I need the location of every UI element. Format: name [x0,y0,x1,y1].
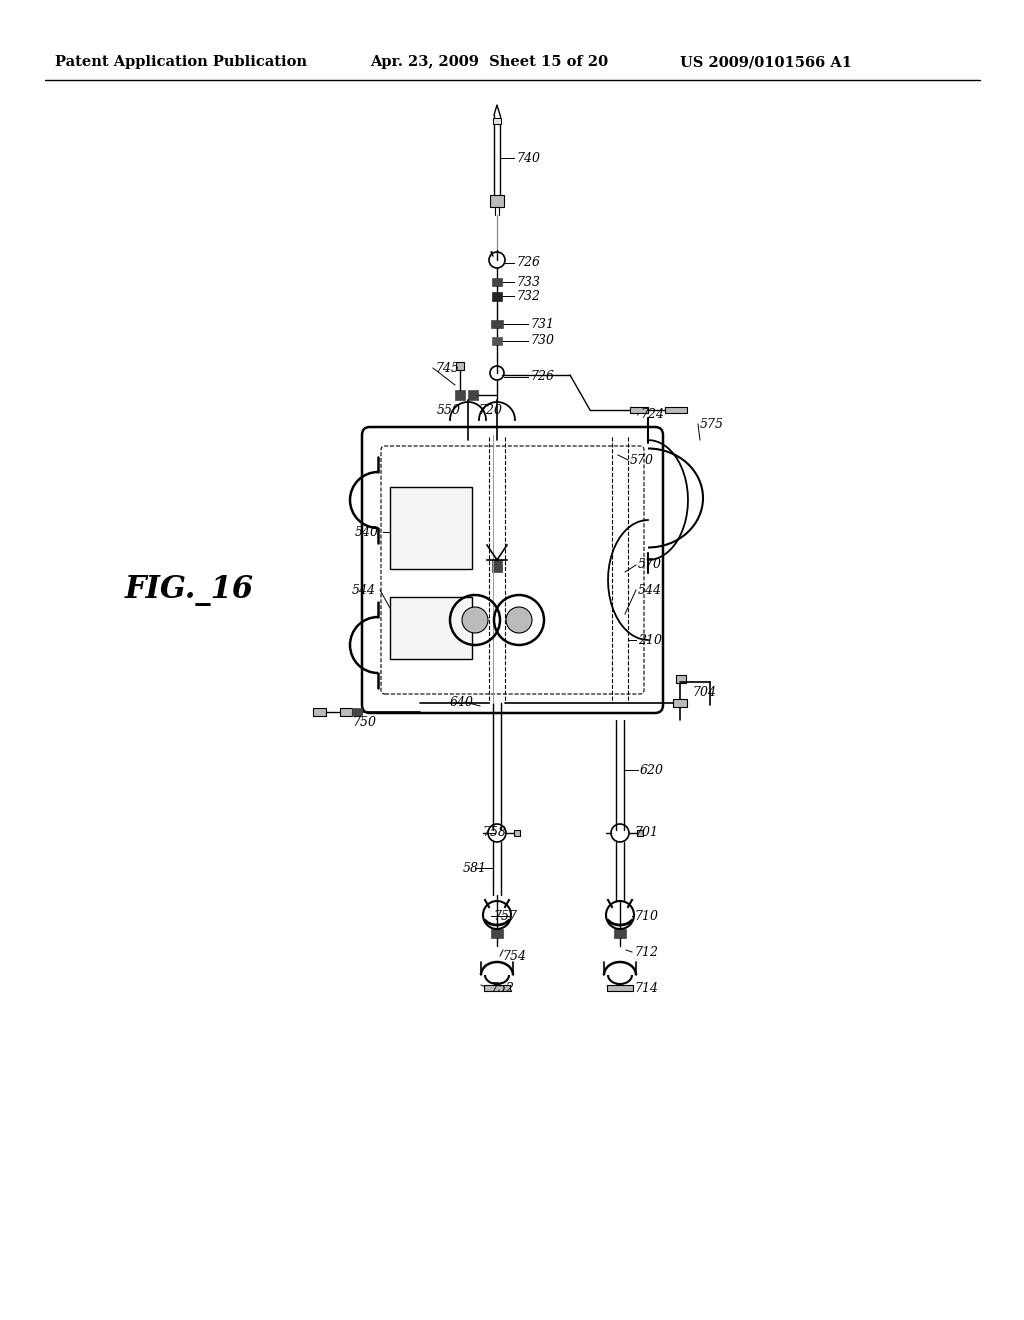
Text: 714: 714 [634,982,658,994]
Text: 758: 758 [482,826,506,840]
Bar [468,389,478,400]
Bar [676,675,686,682]
Bar [456,362,464,370]
Bar [630,407,648,413]
Text: 620: 620 [640,763,664,776]
Text: 757: 757 [493,909,517,923]
Text: 745: 745 [435,362,459,375]
Bar [492,279,502,286]
Text: FIG._16: FIG._16 [125,574,254,606]
Text: 740: 740 [516,152,540,165]
Text: 726: 726 [530,371,554,384]
Text: 750: 750 [352,717,376,730]
Text: Apr. 23, 2009  Sheet 15 of 20: Apr. 23, 2009 Sheet 15 of 20 [370,55,608,69]
Bar [490,929,503,939]
Text: 710: 710 [634,909,658,923]
Text: 730: 730 [530,334,554,347]
Bar [607,985,633,991]
Text: 720: 720 [478,404,502,417]
Text: 544: 544 [638,583,662,597]
Bar [637,830,643,836]
Text: 544: 544 [352,583,376,597]
Circle shape [506,607,532,634]
Text: 731: 731 [530,318,554,330]
Bar [484,985,510,991]
Text: 570: 570 [630,454,654,466]
Text: 704: 704 [692,686,716,700]
Bar [313,708,326,715]
Text: 550: 550 [437,404,461,417]
Bar [490,319,503,327]
Text: Patent Application Publication: Patent Application Publication [55,55,307,69]
Text: 726: 726 [516,256,540,269]
Text: 540: 540 [355,525,379,539]
Bar [390,597,472,659]
Bar [665,407,687,413]
FancyBboxPatch shape [362,426,663,713]
Bar [455,389,465,400]
Bar [352,708,362,715]
Text: US 2009/0101566 A1: US 2009/0101566 A1 [680,55,852,69]
Bar [492,337,502,345]
Text: 581: 581 [463,862,487,874]
Text: 754: 754 [502,949,526,962]
Text: 732: 732 [516,289,540,302]
Text: 733: 733 [516,276,540,289]
Text: 210: 210 [638,634,662,647]
Bar [614,929,626,939]
Bar [493,117,501,124]
Bar [492,560,502,572]
Bar [390,487,472,569]
Text: 575: 575 [700,417,724,430]
Text: 701: 701 [634,826,658,840]
Bar [514,830,520,836]
Circle shape [462,607,488,634]
Text: 640: 640 [450,696,474,709]
Bar [490,195,504,207]
Bar [340,708,352,715]
Text: 712: 712 [634,945,658,958]
Text: 752: 752 [490,982,514,994]
Bar [492,292,502,301]
Bar [673,700,687,708]
Text: 570: 570 [638,558,662,572]
Text: 724: 724 [640,408,664,421]
